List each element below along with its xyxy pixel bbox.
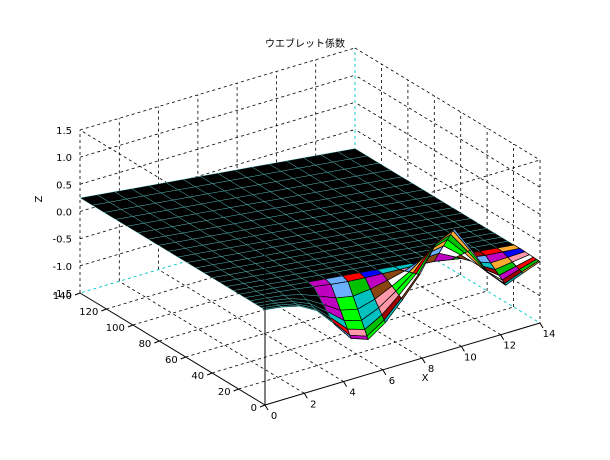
x-axis-line [264,322,541,406]
grid-line [354,101,541,215]
x-tick-mark [500,334,505,340]
y-tick-label: 100 [106,323,125,334]
y-tick-mark [206,372,213,376]
surface [79,148,541,341]
z-tick-label: 0.0 [56,208,72,219]
x-tick-mark [421,357,426,364]
z-tick-label: -0.5 [52,235,72,246]
grid-line [79,74,356,158]
x-tick-label: 10 [464,352,477,363]
x-tick-label: 2 [310,399,316,410]
y-tick-mark [259,404,266,408]
y-axis-line [79,292,266,406]
z-axis-label: Z [34,195,45,202]
y-tick-mark [127,324,134,328]
y-tick-label: 60 [165,355,178,366]
surface-patch [349,334,369,340]
y-tick-label: 40 [191,371,204,382]
grid-line [354,129,541,242]
x-tick-mark [382,369,387,376]
box-edge [79,47,356,131]
surface-patch [263,306,283,311]
y-tick-mark [180,356,186,360]
x-tick-mark [343,381,348,387]
x-tick-label: 12 [503,341,516,352]
front-edges [79,242,541,406]
y-tick-mark [101,308,107,312]
y-tick-mark [74,292,81,296]
z-tick-label: -1.5 [52,289,72,300]
z-tick-label: 1.5 [56,126,72,137]
tick-labels: 02468101214020406080100120140-1.5-1.0-0.… [52,126,555,422]
z-tick-label: -1.0 [52,262,72,273]
chart-title: ウエブレット係数 [265,37,345,50]
grid-line [354,74,541,188]
y-tick-label: 20 [218,387,231,398]
x-tick-label: 0 [271,411,277,422]
grid-line [158,269,344,382]
z-tick-label: 0.5 [56,180,72,191]
x-tick-label: 8 [428,364,434,375]
x-tick-label: 6 [389,376,395,387]
grid-line [119,280,305,394]
y-tick-label: 140 [53,291,72,302]
y-tick-label: 80 [139,339,152,350]
x-tick-mark [303,393,308,399]
x-tick-label: 4 [349,388,355,399]
y-tick-mark [154,340,160,344]
x-tick-mark [539,322,544,329]
box-edge [354,47,541,161]
y-tick-label: 120 [79,307,98,318]
y-tick-label: 0 [251,403,257,414]
y-tick-mark [233,388,239,392]
x-axis-label: X [422,373,429,384]
z-tick-label: 1.0 [56,153,72,164]
x-tick-mark [264,404,269,411]
x-tick-mark [460,346,465,352]
x-tick-label: 14 [543,329,556,340]
